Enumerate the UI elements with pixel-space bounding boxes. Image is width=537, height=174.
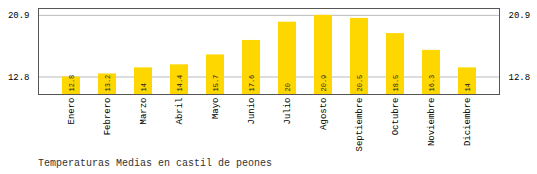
svg-text:Febrero: Febrero [103, 98, 113, 136]
svg-text:20.9: 20.9 [8, 11, 30, 21]
svg-text:14: 14 [140, 83, 148, 91]
svg-text:16.3: 16.3 [428, 75, 436, 92]
svg-text:18.5: 18.5 [392, 75, 400, 92]
svg-text:20: 20 [284, 83, 292, 91]
svg-text:Junio: Junio [247, 98, 257, 125]
svg-text:13.2: 13.2 [104, 75, 112, 92]
svg-text:Enero: Enero [67, 98, 77, 125]
svg-text:Mayo: Mayo [211, 98, 221, 120]
svg-text:Septiembre: Septiembre [355, 98, 365, 152]
svg-text:Noviembre: Noviembre [427, 98, 437, 147]
svg-text:Diciembre: Diciembre [463, 98, 473, 147]
svg-text:17.6: 17.6 [248, 75, 256, 92]
svg-text:14.4: 14.4 [176, 75, 184, 92]
html-text:Temperaturas Medias en castil: Temperaturas Medias en castil de peones [38, 158, 272, 169]
svg-text:20.9: 20.9 [320, 75, 328, 92]
svg-text:Octubre: Octubre [391, 98, 401, 136]
svg-text:Julio: Julio [283, 98, 293, 125]
svg-text:Agosto: Agosto [319, 98, 329, 130]
svg-text:12.8: 12.8 [509, 73, 531, 83]
svg-text:20.9: 20.9 [509, 11, 531, 21]
svg-text:Marzo: Marzo [139, 98, 149, 125]
svg-text:Abril: Abril [175, 98, 185, 125]
svg-text:20.5: 20.5 [356, 75, 364, 92]
svg-text:12.8: 12.8 [68, 75, 76, 92]
svg-text:14: 14 [464, 83, 472, 91]
svg-text:15.7: 15.7 [212, 75, 220, 92]
svg-text:12.8: 12.8 [8, 73, 30, 83]
